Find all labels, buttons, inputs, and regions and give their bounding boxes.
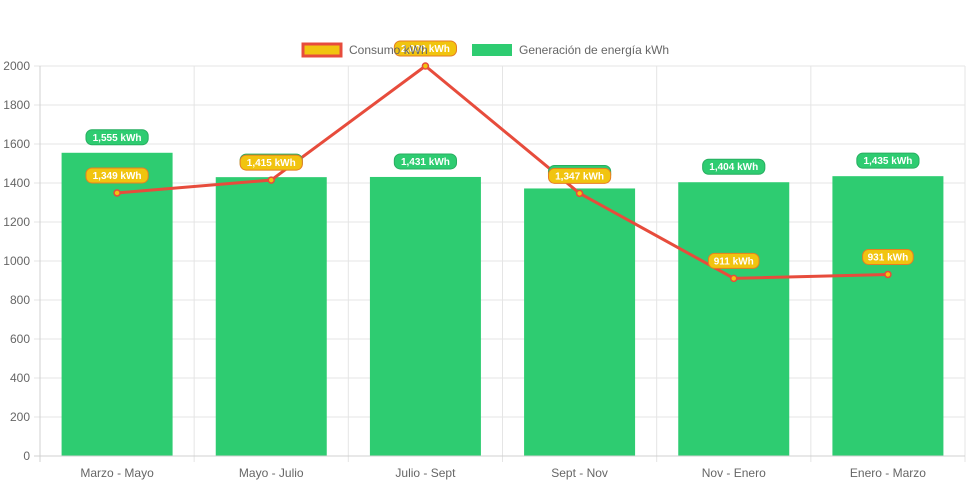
bar-data-label-box xyxy=(393,153,458,170)
y-tick-label: 1800 xyxy=(3,98,30,112)
y-tick-label: 1600 xyxy=(3,137,30,151)
y-tick-label: 600 xyxy=(10,332,30,346)
legend-swatch-generacion xyxy=(472,44,512,56)
y-tick-label: 1400 xyxy=(3,176,30,190)
generation-bar xyxy=(369,176,481,456)
consumption-point xyxy=(421,62,430,70)
line-data-label: 1,415 kWh xyxy=(247,158,296,169)
line-data-label-box xyxy=(85,167,149,184)
line-data-label: 931 kWh xyxy=(868,252,909,263)
y-tick-label: 1000 xyxy=(3,254,30,268)
generation-bar xyxy=(678,182,790,456)
x-tick-label: Nov - Enero xyxy=(702,466,766,480)
line-data-label-box xyxy=(393,40,458,57)
line-data-label: 2,000 kWh xyxy=(401,44,450,55)
y-tick-label: 1200 xyxy=(3,215,30,229)
legend: Consumo kWh Generación de energía kWh xyxy=(301,42,669,58)
y-tick-label: 800 xyxy=(10,293,30,307)
bar-data-label-box xyxy=(85,129,149,146)
consumption-point xyxy=(730,274,738,283)
y-tick-label: 400 xyxy=(10,371,30,385)
line-data-label-box xyxy=(862,248,914,265)
consumption-line xyxy=(113,62,892,283)
generation-bars xyxy=(61,152,944,457)
generation-bar xyxy=(61,152,173,456)
x-tick-label: Enero - Marzo xyxy=(850,466,926,480)
x-tick-label: Sept - Nov xyxy=(551,466,608,480)
bar-data-label: 1,435 kWh xyxy=(863,156,912,167)
legend-swatch-consumo xyxy=(301,42,343,58)
consumption-point xyxy=(113,189,121,197)
bar-data-label: 1,404 kWh xyxy=(709,162,758,173)
line-data-label-box xyxy=(547,167,612,184)
x-tick-label: Julio - Sept xyxy=(395,466,456,480)
axes: 0 200 400 600 800 1000 1200 1400 1600 1800 2000 Mar… xyxy=(3,59,965,480)
consumption-point xyxy=(884,270,892,279)
y-tick-label: 2000 xyxy=(3,59,30,73)
consumption-point xyxy=(575,189,584,198)
x-tick-label: Mayo - Julio xyxy=(239,466,304,480)
y-tick-label: 0 xyxy=(23,449,30,463)
y-tick-label: 200 xyxy=(10,410,30,424)
generation-bar xyxy=(524,188,636,456)
generation-bar xyxy=(215,177,327,456)
legend-label-generacion: Generación de energía kWh xyxy=(519,43,669,57)
line-data-label: 1,347 kWh xyxy=(555,171,604,182)
line-data-label-box xyxy=(239,154,303,171)
line-data-label: 911 kWh xyxy=(714,256,754,267)
consumption-line-path xyxy=(116,64,888,280)
legend-label-consumo: Consumo kWh xyxy=(349,43,428,57)
line-data-label-box xyxy=(707,252,760,269)
line-data-label: 1,349 kWh xyxy=(93,171,142,182)
bar-data-label: 1,431 kWh xyxy=(401,157,450,168)
bar-data-label: 1,555 kWh xyxy=(93,133,142,144)
x-tick-label: Marzo - Mayo xyxy=(80,466,154,480)
generation-bar xyxy=(832,176,944,457)
bar-data-label-box xyxy=(856,152,920,169)
bar-data-label-box xyxy=(702,158,766,175)
consumption-point xyxy=(267,176,275,184)
